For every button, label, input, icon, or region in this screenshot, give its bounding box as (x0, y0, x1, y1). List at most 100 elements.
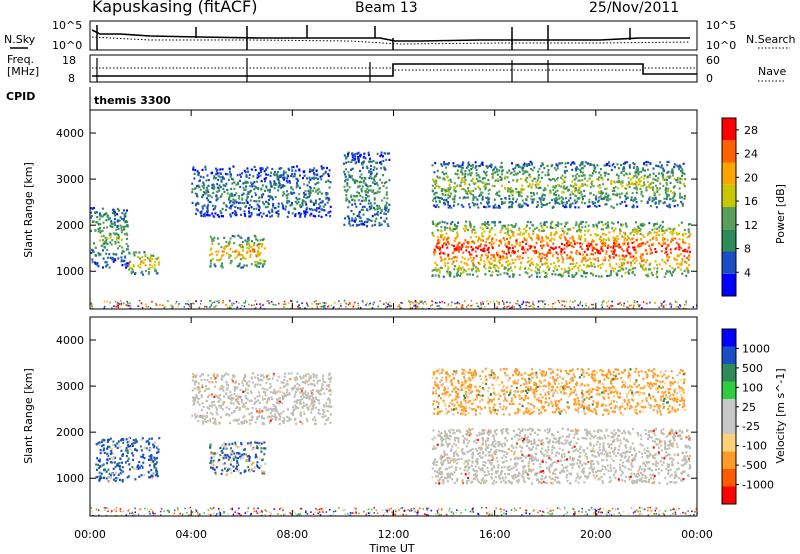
power-cell (325, 302, 327, 304)
power-cell (302, 176, 305, 180)
power-cell (316, 188, 319, 191)
power-cell (514, 172, 517, 176)
power-cell (238, 243, 241, 247)
power-cell (593, 165, 596, 168)
velocity-cell (247, 465, 250, 469)
power-cell (382, 185, 385, 188)
power-cell (347, 160, 350, 164)
power-cell (257, 246, 260, 249)
power-cell (105, 239, 108, 242)
velocity-cell (276, 400, 279, 403)
power-cell (240, 246, 243, 249)
power-cell (283, 184, 286, 188)
power-cell (150, 254, 153, 257)
power-cell (431, 190, 434, 193)
power-cell (235, 211, 238, 215)
velocity-cell (263, 453, 266, 456)
power-cell (491, 271, 494, 274)
power-cell (649, 247, 652, 250)
power-cell (507, 260, 510, 263)
power-cell (556, 201, 559, 205)
power-cell (556, 189, 559, 192)
power-cell (610, 305, 613, 308)
power-cell (525, 230, 528, 233)
power-cell (440, 230, 443, 233)
velocity-cell (230, 398, 233, 401)
power-cell (306, 177, 309, 180)
velocity-cell (219, 459, 222, 462)
velocity-cell (295, 401, 298, 404)
power-cell (383, 151, 386, 155)
power-cell (588, 244, 591, 248)
power-cell (614, 185, 617, 189)
power-cell (420, 301, 422, 303)
power-cell (220, 212, 223, 215)
power-cell (512, 234, 515, 237)
power-cell (621, 235, 624, 238)
velocity-cell (112, 456, 115, 459)
power-cell (632, 305, 635, 308)
power-cell (286, 194, 289, 197)
power-cell (621, 242, 624, 245)
power-cell (359, 180, 362, 184)
power-cell (519, 305, 522, 307)
power-cell (385, 193, 388, 196)
power-cell (488, 164, 491, 168)
power-cell (226, 188, 229, 192)
power-cell (92, 250, 95, 254)
power-cell (125, 220, 128, 223)
power-cell (273, 180, 276, 183)
power-cell (515, 242, 518, 245)
power-cell (489, 257, 492, 260)
power-cell (458, 302, 461, 305)
power-cell (661, 238, 664, 241)
power-cell (121, 259, 124, 263)
power-cell (344, 175, 347, 178)
power-cell (651, 252, 654, 255)
power-cell (103, 242, 106, 245)
power-cell (636, 205, 639, 208)
power-cell (206, 213, 209, 216)
power-cell (480, 239, 483, 242)
power-cell (580, 190, 583, 193)
power-cell (215, 194, 218, 197)
power-cell (642, 168, 645, 172)
power-cell (512, 274, 515, 277)
power-cell (247, 207, 250, 210)
power-cell (595, 274, 598, 278)
power-cell (520, 195, 523, 198)
power-cell (504, 257, 507, 260)
velocity-cell (217, 460, 220, 463)
power-cell (241, 246, 244, 249)
power-cell (306, 196, 309, 199)
power-cell (591, 172, 594, 175)
power-cell (229, 248, 232, 251)
power-cell (229, 262, 232, 265)
power-cell (490, 274, 493, 277)
power-cell (389, 304, 391, 307)
power-cell (438, 221, 441, 224)
velocity-cell (110, 447, 113, 451)
power-cell (293, 175, 296, 178)
power-cell (444, 189, 447, 192)
velocity-cell (126, 441, 129, 444)
power-cell (498, 261, 501, 265)
power-cell (385, 206, 388, 209)
power-cell (608, 231, 611, 234)
power-cell (493, 264, 496, 267)
velocity-cell (106, 453, 109, 456)
velocity-cell (310, 411, 313, 414)
power-cell (313, 187, 316, 190)
power-cell (245, 180, 248, 184)
power-cell (434, 274, 437, 277)
power-cell (545, 237, 548, 240)
velocity-cell (102, 443, 105, 447)
power-cell (646, 274, 649, 277)
power-cell (621, 180, 624, 183)
power-cell (223, 236, 226, 239)
power-cell (441, 234, 444, 237)
power-cell (257, 187, 260, 190)
power-cell (591, 238, 594, 242)
power-cell (546, 203, 549, 206)
velocity-cell (214, 471, 217, 474)
